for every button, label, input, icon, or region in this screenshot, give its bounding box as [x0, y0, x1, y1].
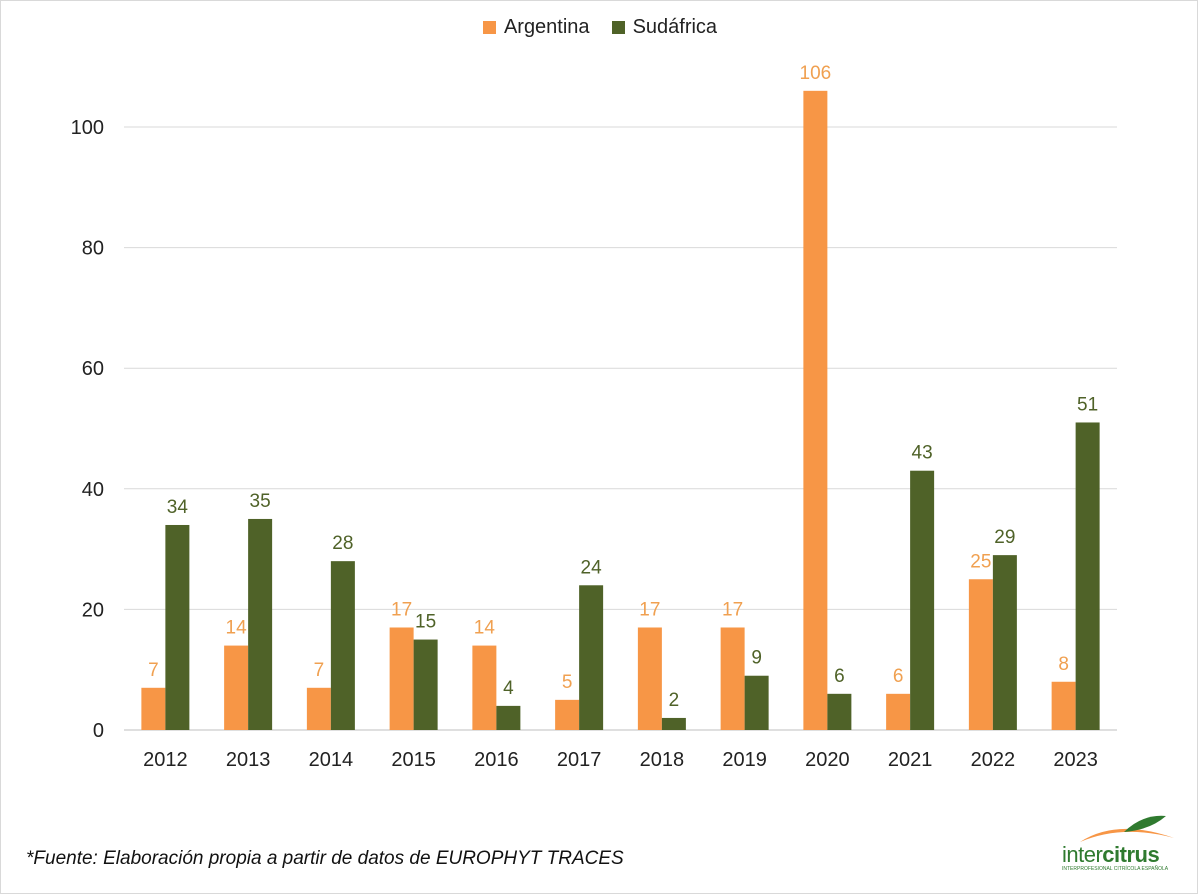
legend-item-sudafrica: Sudáfrica — [611, 16, 718, 39]
data-label-sudafrica: 43 — [912, 443, 933, 464]
intercitrus-logo: intercitrus INTERPROFESIONAL CITRÍCOLA E… — [1062, 812, 1182, 872]
x-tick-label: 2012 — [143, 749, 188, 771]
data-label-sudafrica: 6 — [834, 666, 845, 687]
y-tick-label: 0 — [93, 720, 104, 742]
data-label-argentina: 17 — [639, 599, 660, 620]
bar-sudafrica — [248, 518, 273, 730]
data-label-argentina: 106 — [800, 63, 832, 84]
bar-argentina — [637, 627, 662, 730]
data-label-argentina: 8 — [1058, 654, 1069, 675]
y-tick-label: 100 — [71, 117, 104, 139]
bar-sudafrica — [1075, 422, 1100, 730]
bar-sudafrica — [330, 561, 355, 730]
legend-swatch-argentina — [482, 21, 496, 34]
bar-argentina — [389, 627, 414, 730]
bar-argentina — [803, 90, 828, 730]
data-label-argentina: 14 — [474, 618, 496, 639]
x-tick-label: 2020 — [805, 749, 850, 771]
y-tick-label: 40 — [82, 479, 104, 501]
data-label-sudafrica: 34 — [167, 497, 189, 518]
data-label-sudafrica: 4 — [503, 678, 514, 699]
bar-sudafrica — [579, 585, 604, 730]
bar-argentina — [306, 687, 331, 730]
source-footnote: *Fuente: Elaboración propia a partir de … — [26, 848, 624, 869]
logo-text-inter: inter — [1062, 842, 1103, 867]
data-label-sudafrica: 24 — [581, 557, 603, 578]
bar-sudafrica — [992, 555, 1017, 730]
x-tick-label: 2013 — [226, 749, 271, 771]
data-label-argentina: 5 — [562, 672, 573, 693]
data-label-argentina: 17 — [722, 599, 743, 620]
x-tick-label: 2016 — [474, 749, 519, 771]
bar-argentina — [472, 645, 497, 730]
bar-argentina — [886, 693, 911, 730]
bar-argentina — [555, 699, 580, 730]
legend: Argentina Sudáfrica — [0, 16, 1200, 39]
bar-argentina — [1051, 681, 1076, 730]
legend-swatch-sudafrica — [611, 21, 625, 34]
logo-text-citrus: citrus — [1102, 842, 1160, 867]
bar-sudafrica — [165, 524, 190, 730]
y-tick-label: 60 — [82, 358, 104, 380]
x-tick-label: 2015 — [391, 749, 436, 771]
y-tick-label: 80 — [82, 238, 104, 260]
y-tick-label: 20 — [82, 599, 104, 621]
legend-label-argentina: Argentina — [503, 16, 590, 38]
data-label-sudafrica: 9 — [751, 648, 762, 669]
bar-sudafrica — [827, 693, 852, 730]
data-label-argentina: 7 — [148, 660, 159, 681]
logo-tagline: INTERPROFESIONAL CITRÍCOLA ESPAÑOLA — [1062, 866, 1169, 872]
data-label-argentina: 25 — [970, 551, 991, 572]
x-tick-label: 2021 — [888, 749, 933, 771]
bar-argentina — [968, 579, 993, 730]
data-label-sudafrica: 51 — [1077, 394, 1098, 415]
x-tick-label: 2017 — [557, 749, 602, 771]
bar-sudafrica — [413, 639, 438, 730]
data-label-sudafrica: 2 — [669, 690, 680, 711]
bar-sudafrica — [744, 675, 769, 730]
bar-argentina — [224, 645, 249, 730]
logo-wordmark: intercitrus — [1062, 842, 1160, 868]
data-label-sudafrica: 29 — [994, 527, 1015, 548]
x-tick-label: 2018 — [640, 749, 685, 771]
data-label-sudafrica: 35 — [250, 491, 271, 512]
x-tick-label: 2014 — [309, 749, 354, 771]
bar-sudafrica — [496, 705, 521, 730]
data-label-argentina: 6 — [893, 666, 904, 687]
bar-sudafrica — [661, 717, 686, 730]
data-label-argentina: 7 — [314, 660, 325, 681]
logo-leaf-icon — [1080, 815, 1174, 842]
data-label-sudafrica: 15 — [415, 612, 436, 633]
legend-item-argentina: Argentina — [482, 16, 590, 39]
data-label-argentina: 17 — [391, 599, 412, 620]
data-label-argentina: 14 — [226, 618, 248, 639]
x-tick-label: 2019 — [722, 749, 767, 771]
x-tick-label: 2023 — [1053, 749, 1098, 771]
bar-sudafrica — [910, 470, 935, 730]
x-tick-label: 2022 — [971, 749, 1016, 771]
data-label-sudafrica: 28 — [332, 533, 353, 554]
bar-argentina — [141, 687, 166, 730]
bar-argentina — [720, 627, 745, 730]
legend-label-sudafrica: Sudáfrica — [632, 16, 718, 38]
